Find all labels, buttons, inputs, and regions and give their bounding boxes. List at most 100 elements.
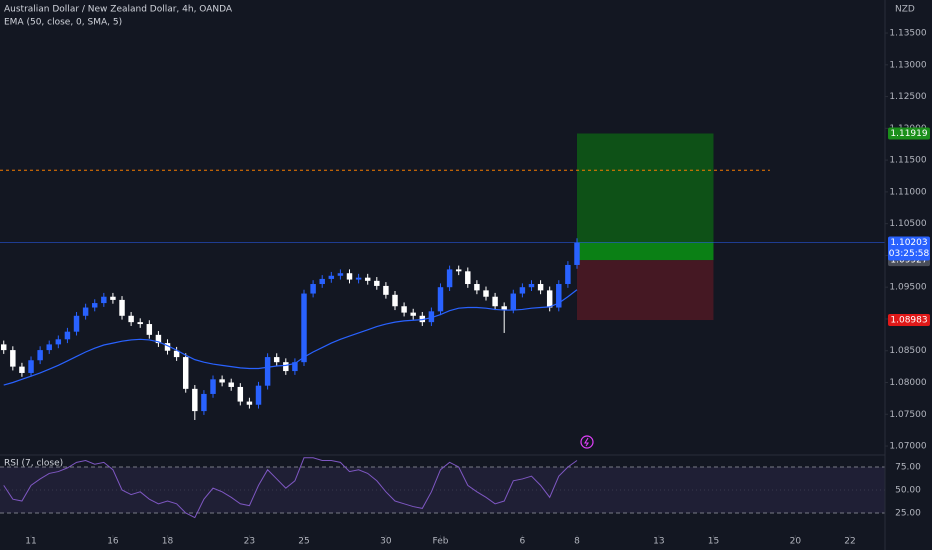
open-profit-zone (576, 242, 714, 261)
x-tick-label: 16 (107, 537, 119, 547)
candle-body (537, 284, 544, 291)
candle-body (346, 273, 353, 280)
candle-body (328, 275, 335, 279)
candle-body (173, 350, 180, 358)
candle-body (219, 379, 225, 383)
candle-body (364, 277, 371, 281)
candle-body (55, 339, 62, 345)
candle-body (146, 324, 153, 335)
rsi-tick-label: 25.00 (895, 508, 921, 518)
target-price-label-bg (888, 127, 930, 140)
y-tick-label: 1.11500 (889, 156, 926, 166)
candle-body (155, 334, 162, 344)
y-tick-label: 1.07000 (889, 442, 926, 452)
y-tick-label: 1.12500 (889, 92, 926, 102)
candle-body (119, 299, 125, 316)
y-tick-label: 1.09500 (889, 283, 926, 293)
last-price-label: 1.10203 (890, 238, 927, 248)
candle-body (73, 315, 80, 332)
rsi-label: RSI (7, close) (4, 459, 63, 469)
x-tick-label: 6 (520, 537, 526, 547)
x-tick-label: 25 (298, 537, 309, 547)
target-price-label: 1.11919 (890, 129, 927, 139)
candle-body (182, 357, 189, 389)
candle-body (301, 293, 307, 363)
y-tick-label: 1.13000 (889, 60, 926, 70)
candle-body (310, 284, 316, 294)
x-tick-label: 30 (380, 537, 392, 547)
candle-body (10, 350, 16, 367)
y-tick-label: 1.13500 (889, 29, 926, 39)
candle-body (574, 242, 580, 265)
candle-body (355, 277, 362, 280)
candle-body (19, 366, 25, 373)
candle-body (264, 357, 271, 386)
x-tick-label: 23 (244, 537, 255, 547)
x-tick-label: Feb (433, 537, 449, 547)
candle-body (91, 303, 98, 308)
candle-body (546, 290, 553, 308)
x-tick-label: 20 (790, 537, 802, 547)
candle-body (483, 290, 489, 297)
plot-layer (0, 133, 885, 519)
last-price-bg (888, 236, 930, 261)
candle-body (510, 293, 517, 310)
candle-body (292, 362, 298, 372)
candle-body (46, 344, 52, 351)
candle-body (237, 386, 244, 402)
candle-body (283, 362, 289, 372)
candle-body (519, 287, 526, 294)
alert-icon[interactable] (580, 435, 594, 449)
stop-price-label: 1.08983 (890, 316, 927, 326)
candle-body (492, 296, 498, 307)
candle-body (337, 273, 344, 276)
candle-body (474, 284, 480, 291)
candle-body (565, 264, 571, 285)
chart-title: Australian Dollar / New Zealand Dollar, … (4, 5, 233, 15)
candle-body (428, 311, 435, 323)
x-tick-label: 11 (25, 537, 36, 547)
candle-body (82, 307, 89, 316)
candle-body (392, 294, 398, 307)
y-tick-label: 1.11000 (889, 187, 926, 197)
candle-body (410, 312, 416, 316)
y-tick-label: 1.08000 (889, 378, 926, 388)
target-zone (576, 133, 714, 261)
rsi-line (3, 457, 578, 519)
candle-body (110, 296, 116, 300)
candle-body (137, 322, 143, 325)
candle-body (210, 379, 216, 394)
rsi-tick-label: 50.00 (895, 485, 921, 495)
x-tick-label: 15 (708, 537, 719, 547)
candle-body (1, 344, 7, 351)
candle-body (192, 388, 198, 412)
x-tick-label: 13 (653, 537, 664, 547)
candle-body (528, 284, 535, 288)
rsi-tick-label: 75.00 (895, 462, 921, 472)
stop-price-label-bg (888, 314, 930, 327)
x-tick-label: 18 (162, 537, 174, 547)
candle-body (255, 385, 262, 405)
candle-body (446, 269, 453, 288)
candle-body (37, 350, 43, 361)
candle-body (374, 280, 380, 286)
candle-body (28, 360, 34, 373)
countdown-label: 03:25:58 (889, 249, 930, 259)
candle-body (273, 357, 280, 363)
y-tick-label: 1.10500 (889, 219, 926, 229)
candle-body (319, 278, 325, 285)
candle-body (501, 306, 507, 310)
candle-body (246, 401, 253, 405)
stop-zone (576, 260, 714, 321)
candle-body (383, 285, 389, 295)
candle-body (401, 306, 407, 313)
candle-body (465, 271, 471, 285)
candle-body (228, 382, 234, 387)
ema-line (3, 289, 578, 386)
candle-body (437, 287, 444, 312)
candle-body (164, 343, 171, 351)
candle-body (128, 315, 134, 323)
indicator-label: EMA (50, close, 0, SMA, 5) (4, 18, 122, 28)
y-tick-label: 1.08500 (889, 346, 926, 356)
